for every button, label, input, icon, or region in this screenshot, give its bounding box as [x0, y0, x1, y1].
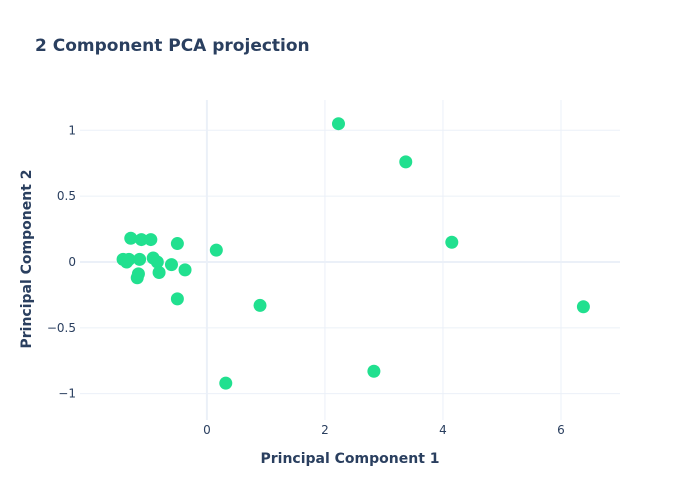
chart-title: 2 Component PCA projection	[35, 36, 310, 56]
data-point	[219, 376, 233, 390]
data-point	[131, 267, 145, 281]
data-point	[150, 255, 164, 269]
data-point	[133, 252, 147, 266]
x-tick-label: 2	[321, 423, 329, 437]
y-tick-label: 0	[68, 255, 76, 269]
data-point	[164, 258, 178, 272]
y-tick-label: −1	[58, 387, 76, 401]
x-axis-title: Principal Component 1	[260, 451, 439, 467]
data-point	[170, 292, 184, 306]
data-point	[144, 233, 158, 247]
data-point	[399, 155, 413, 169]
data-point	[331, 117, 345, 131]
data-point	[576, 300, 590, 314]
x-tick-label: 0	[203, 423, 211, 437]
tick-labels: 0 2 4 6 −1 −0.5 0 0.5 1	[47, 123, 565, 437]
data-point	[445, 235, 459, 249]
data-point	[209, 243, 223, 257]
data-point	[134, 233, 148, 247]
data-point	[178, 263, 192, 277]
data-point	[253, 298, 267, 312]
y-tick-label: −0.5	[47, 321, 76, 335]
data-point	[152, 266, 166, 280]
data-points	[116, 117, 590, 390]
x-tick-label: 6	[557, 423, 565, 437]
data-point	[122, 252, 136, 266]
y-tick-label: 0.5	[57, 189, 76, 203]
data-point	[367, 364, 381, 378]
data-point	[170, 237, 184, 251]
y-tick-label: 1	[68, 123, 76, 137]
x-tick-label: 4	[439, 423, 447, 437]
data-point	[124, 231, 138, 245]
y-axis-title: Principal Component 2	[19, 169, 35, 348]
